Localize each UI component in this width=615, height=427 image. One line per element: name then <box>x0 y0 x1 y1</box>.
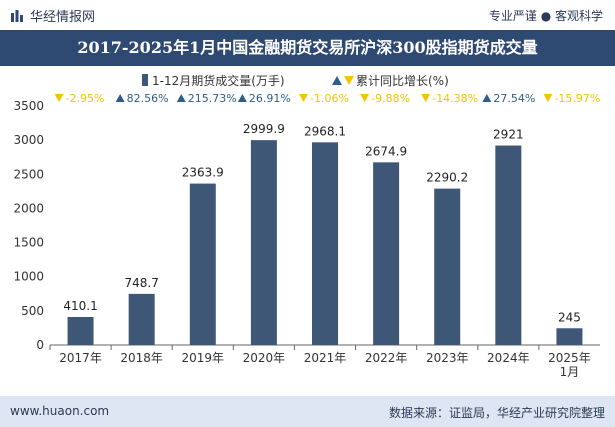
bar-volume <box>189 183 216 345</box>
yoy-up-triangle <box>237 94 247 102</box>
x-tick-label: 2023年 <box>426 351 469 365</box>
footer-bar: www.huaon.com 数据来源：证监局，华经产业研究院整理 <box>0 396 615 427</box>
yoy-down-triangle <box>421 94 431 102</box>
yoy-value-label: -14.38% <box>432 92 478 105</box>
legend-up-triangle-icon <box>332 76 342 85</box>
bar-volume <box>373 162 400 345</box>
legend: 1-12月期货成交量(万手) 累计同比增长(%) <box>142 73 449 88</box>
bar-value-label: 2999.9 <box>243 122 285 136</box>
bar-volume <box>495 145 522 345</box>
legend-swatch-volume <box>142 74 148 86</box>
yoy-down-triangle <box>543 94 553 102</box>
yoy-value-label: -9.88% <box>371 92 410 105</box>
bar-value-label: 2968.1 <box>304 124 346 138</box>
brand-name: 华经情报网 <box>30 10 96 25</box>
y-tick-label: 3500 <box>13 99 44 113</box>
bar-volume <box>434 188 461 345</box>
data-source: 数据来源：证监局，华经产业研究院整理 <box>388 406 605 420</box>
bar-volume <box>67 316 94 345</box>
yoy-down-triangle <box>360 94 370 102</box>
top-bar: 华经情报网 专业严谨 ● 客观科学 <box>0 0 615 30</box>
bar-value-label: 2363.9 <box>182 166 224 180</box>
yoy-down-triangle <box>299 94 308 102</box>
x-tick-label: 2019年 <box>182 351 225 365</box>
y-tick-label: 1500 <box>13 236 44 250</box>
website-link[interactable]: www.huaon.com <box>10 404 110 418</box>
bar-value-label: 2921 <box>493 128 524 142</box>
x-tick-label: 2020年 <box>243 351 286 365</box>
chart: 1-12月期货成交量(万手) 累计同比增长(%) 0 500 1000 1500 2000 2… <box>13 73 600 379</box>
x-tick-label: 2025年 1月 <box>548 351 591 379</box>
title-bar: 2017-2025年1月中国金融期货交易所沪深300股指期货成交量 <box>0 30 615 66</box>
bar-volume <box>556 328 583 345</box>
legend-label-volume: 1-12月期货成交量(万手) <box>152 73 285 88</box>
y-tick-label: 2500 <box>13 167 44 181</box>
x-tick-label: 2017年 <box>59 351 102 365</box>
y-tick-label: 2000 <box>13 201 44 215</box>
yoy-up-triangle <box>482 94 492 102</box>
bar-volume <box>250 140 277 345</box>
x-tick-label: 2021年 <box>304 351 347 365</box>
tagline: 专业严谨 ● 客观科学 <box>488 9 603 23</box>
bar-value-label: 2674.9 <box>365 144 407 158</box>
yoy-value-label: 27.54% <box>493 92 535 105</box>
chart-title: 2017-2025年1月中国金融期货交易所沪深300股指期货成交量 <box>77 38 538 57</box>
bar-volume <box>128 293 155 345</box>
x-tick-label: 2018年 <box>120 351 163 365</box>
brand-logo-icon <box>11 9 23 22</box>
x-tick-label: 2024年 <box>487 351 530 365</box>
y-tick-label: 0 <box>36 338 44 352</box>
bar-volume <box>312 142 338 345</box>
legend-label-yoy: 累计同比增长(%) <box>356 74 449 88</box>
yoy-value-label: 82.56% <box>127 92 169 105</box>
yoy-up-triangle <box>115 94 125 102</box>
legend-down-triangle-icon <box>344 76 354 85</box>
yoy-value-label: -1.06% <box>310 92 349 105</box>
yoy-up-triangle <box>176 94 186 102</box>
y-tick-label: 500 <box>21 304 44 318</box>
yoy-value-label: -2.95% <box>66 92 105 105</box>
bar-value-label: 2290.2 <box>426 171 468 185</box>
x-tick-label: 2022年 <box>365 351 408 365</box>
yoy-down-triangle <box>54 94 64 102</box>
yoy-value-label: -15.97% <box>554 92 600 105</box>
y-tick-label: 1000 <box>13 270 44 284</box>
bar-value-label: 410.1 <box>63 299 97 313</box>
yoy-value-label: 215.73% <box>188 92 237 105</box>
bar-value-label: 748.7 <box>124 276 158 290</box>
yoy-value-label: 26.91% <box>249 92 291 105</box>
brand: 华经情报网 <box>10 6 95 25</box>
bar-value-label: 245 <box>558 310 581 324</box>
y-tick-label: 3000 <box>13 133 44 147</box>
